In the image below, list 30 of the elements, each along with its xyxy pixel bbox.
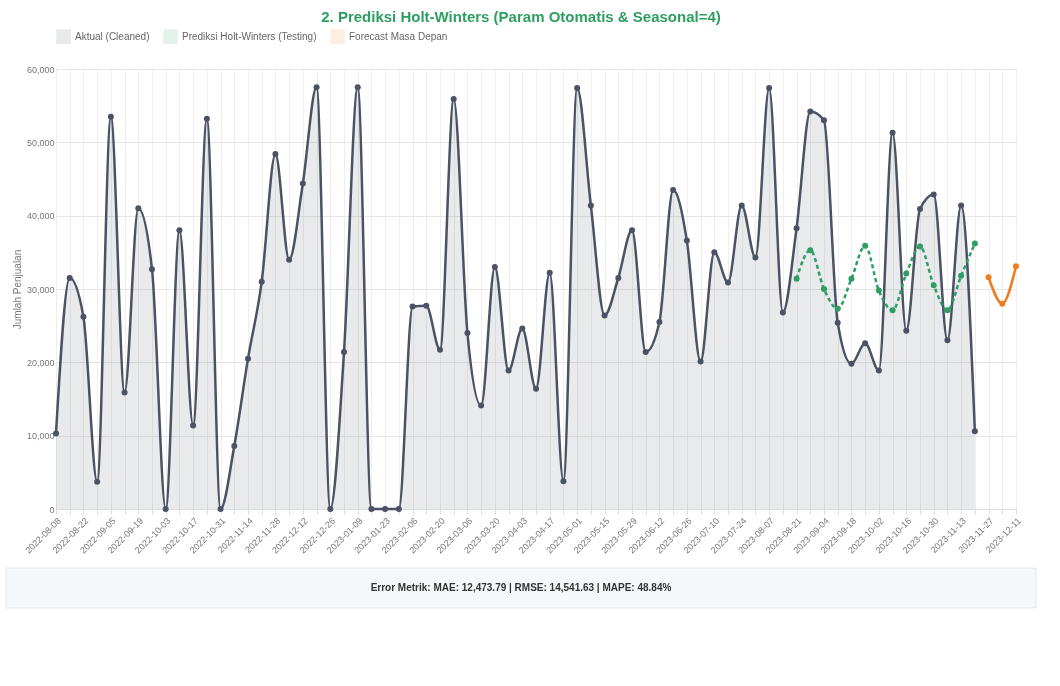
y-tick-label: 40,000 (26, 211, 55, 222)
point (862, 242, 869, 249)
legend-label: Forecast Masa Depan (349, 30, 448, 42)
point (821, 286, 827, 292)
y-tick-label: 50,000 (26, 137, 55, 148)
point (958, 272, 965, 279)
y-tick-label: 0 (49, 504, 55, 515)
point (848, 275, 855, 282)
point (1013, 263, 1019, 270)
point (930, 282, 937, 289)
point (875, 287, 882, 294)
y-tick-label: 30,000 (26, 284, 55, 295)
point (834, 305, 841, 312)
y-tick-label: 20,000 (26, 357, 55, 368)
point (917, 243, 923, 250)
point (944, 307, 951, 314)
point (903, 270, 910, 277)
y-tick-label: 60,000 (26, 64, 55, 75)
point (807, 247, 814, 254)
point (889, 307, 896, 314)
y-tick-label: 10,000 (26, 431, 55, 442)
legend-label: Prediksi Holt-Winters (Testing) (182, 30, 317, 42)
y-axis-title: Jumlah Penjualan (11, 249, 23, 330)
chart-title: 2. Prediksi Holt-Winters (Param Otomatis & Seasonal=4) (321, 8, 721, 25)
point (999, 300, 1006, 307)
point (985, 274, 992, 281)
point (971, 240, 978, 247)
legend-label: Aktual (Cleaned) (75, 30, 150, 42)
point (793, 275, 800, 282)
text: Error Metrik: MAE: 12,473.79 | RMSE: 14,541.63 | MAPE: 48.84% (370, 582, 672, 593)
